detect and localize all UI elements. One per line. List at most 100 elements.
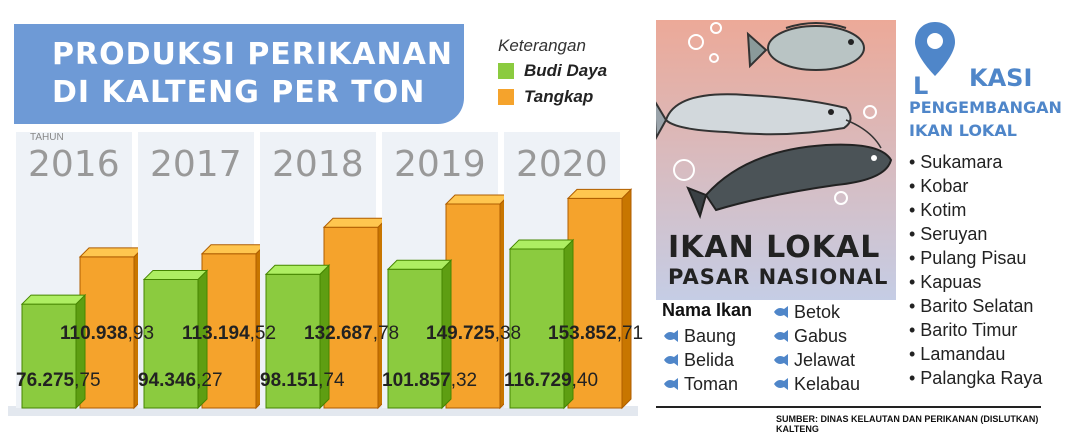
- fish-name-item: Belida: [662, 348, 752, 372]
- bar-budi-daya-top: [20, 294, 87, 305]
- snakehead-fish-icon: [686, 143, 893, 219]
- fish-name-item: Gabus: [772, 324, 860, 348]
- map-pin-icon: [915, 22, 955, 76]
- x-tick-label: 2019: [394, 144, 486, 185]
- bar-budi-daya-top: [386, 259, 453, 270]
- location-item: • Barito Selatan: [909, 296, 1034, 316]
- chart-title-line-1: PRODUKSI PERIKANAN: [52, 37, 453, 72]
- location-item: • Kobar: [909, 176, 969, 196]
- data-label-tangkap: 113.194,52: [182, 323, 277, 344]
- fish-names-col-2: Betok Gabus Jelawat Kelabau: [772, 300, 860, 396]
- lokasi-title-rest: KASI: [969, 64, 1033, 92]
- bar-tangkap-top: [444, 194, 511, 205]
- data-label-budi-daya: 98.151,74: [260, 370, 345, 391]
- tilapia-fish-icon: [746, 22, 865, 71]
- bar-budi-daya-top: [264, 264, 331, 275]
- bar-budi-daya: [143, 278, 199, 409]
- fish-name: Gabus: [794, 325, 848, 346]
- bar-tangkap-top: [78, 247, 145, 258]
- bar-tangkap-side: [621, 188, 632, 410]
- x-tick-label: 2017: [150, 144, 242, 185]
- lokasi-subtitle-1: PENGEMBANGAN: [909, 98, 1062, 117]
- location-item: • Lamandau: [909, 344, 1006, 364]
- legend-swatch-tangkap: [498, 89, 514, 105]
- data-label-tangkap: 149.725,38: [426, 323, 522, 344]
- location-list: • Sukamara • Kobar • Kotim • Seruyan • Pulan…: [909, 152, 1042, 392]
- fish-name: Jelawat: [794, 349, 856, 370]
- legend-label-tangkap: Tangkap: [524, 87, 594, 106]
- fish-names-list-1: Baung Belida Toman: [662, 324, 752, 396]
- data-label-tangkap: 153.852,71: [548, 323, 644, 344]
- data-label-tangkap: 132.687,78: [304, 323, 400, 344]
- chart-title-line-2: DI KALTENG PER TON: [52, 75, 426, 110]
- bar-budi-daya: [509, 248, 565, 409]
- legend: Keterangan Budi Daya Tangkap: [498, 36, 607, 110]
- fish-icon: [774, 378, 788, 390]
- bar-tangkap-top: [200, 244, 267, 255]
- bar-budi-daya-top: [508, 239, 575, 250]
- fish-illustration-panel: IKAN LOKAL PASAR NASIONAL: [653, 20, 896, 300]
- divider: [656, 406, 1041, 408]
- location-item: • Barito Timur: [909, 320, 1018, 340]
- data-label-budi-daya: 76.275,75: [16, 370, 101, 391]
- catfish-icon: [653, 93, 882, 149]
- legend-label-budi-daya: Budi Daya: [524, 61, 608, 80]
- fish-icon: [664, 330, 678, 342]
- fish-names-list-2: Betok Gabus Jelawat Kelabau: [772, 300, 860, 396]
- data-label-tangkap: 110.938,93: [60, 323, 155, 344]
- fish-icon: [774, 354, 788, 366]
- source-note: SUMBER: DINAS KELAUTAN DAN PERIKANAN (DI…: [776, 414, 1039, 434]
- fish-name-item: Toman: [662, 372, 752, 396]
- fish-name: Toman: [684, 373, 739, 394]
- x-tick-label: 2020: [516, 144, 608, 185]
- lokasi-title-first-letter: L: [913, 72, 929, 100]
- bar-budi-daya-top: [142, 269, 209, 280]
- legend-title: Keterangan: [498, 36, 586, 55]
- fish-panel-title: IKAN LOKAL: [668, 230, 881, 265]
- location-item: • Pulang Pisau: [909, 248, 1027, 268]
- location-item: • Seruyan: [909, 224, 988, 244]
- fish-icon: [774, 330, 788, 342]
- fish-names-header: Nama Ikan: [662, 300, 753, 320]
- data-label-budi-daya: 94.346,27: [138, 370, 223, 391]
- fish-name-item: Kelabau: [772, 372, 860, 396]
- x-tick-label: 2018: [272, 144, 364, 185]
- legend-swatch-budi-daya: [498, 63, 514, 79]
- fish-panel-subtitle: PASAR NASIONAL: [668, 265, 889, 289]
- bar-tangkap-top: [322, 217, 389, 228]
- legend-item-budi-daya: Budi Daya: [498, 58, 607, 84]
- bar-tangkap-top: [566, 188, 633, 199]
- fish-name: Belida: [684, 349, 735, 370]
- fish-illustration: [653, 22, 893, 219]
- fish-names-col-1: Nama Ikan Baung Belida Toman: [662, 300, 752, 396]
- bar-chart: [8, 132, 638, 416]
- fish-name: Kelabau: [794, 373, 861, 394]
- bar-budi-daya: [21, 303, 77, 409]
- bar-budi-daya: [387, 268, 443, 409]
- legend-item-tangkap: Tangkap: [498, 84, 607, 110]
- chart-title-box: PRODUKSI PERIKANAN DI KALTENG PER TON: [14, 24, 464, 124]
- lokasi-subtitle-2: IKAN LOKAL: [909, 121, 1017, 140]
- location-item: • Sukamara: [909, 152, 1003, 172]
- data-label-budi-daya: 101.857,32: [382, 370, 478, 391]
- chart-floor: [8, 406, 638, 416]
- fish-icon: [774, 306, 788, 318]
- data-label-budi-daya: 116.729,40: [504, 370, 599, 391]
- chart-panel: PRODUKSI PERIKANAN DI KALTENG PER TON Ke…: [8, 20, 643, 420]
- bar-tangkap: [323, 226, 379, 409]
- fish-icon: [664, 354, 678, 366]
- location-item: • Kotim: [909, 200, 967, 220]
- fish-name-item: Baung: [662, 324, 752, 348]
- bar-tangkap: [79, 256, 135, 409]
- fish-icon: [664, 378, 678, 390]
- bar-tangkap: [567, 197, 623, 409]
- fish-name-item: Betok: [772, 300, 860, 324]
- fish-name-item: Jelawat: [772, 348, 860, 372]
- location-item: • Kapuas: [909, 272, 982, 292]
- location-item: • Palangka Raya: [909, 368, 1043, 388]
- x-axis-label: TAHUN: [30, 132, 64, 143]
- fish-name: Betok: [794, 301, 841, 322]
- x-tick-label: 2016: [28, 144, 120, 185]
- bar-tangkap: [201, 253, 257, 409]
- fish-name: Baung: [684, 325, 737, 346]
